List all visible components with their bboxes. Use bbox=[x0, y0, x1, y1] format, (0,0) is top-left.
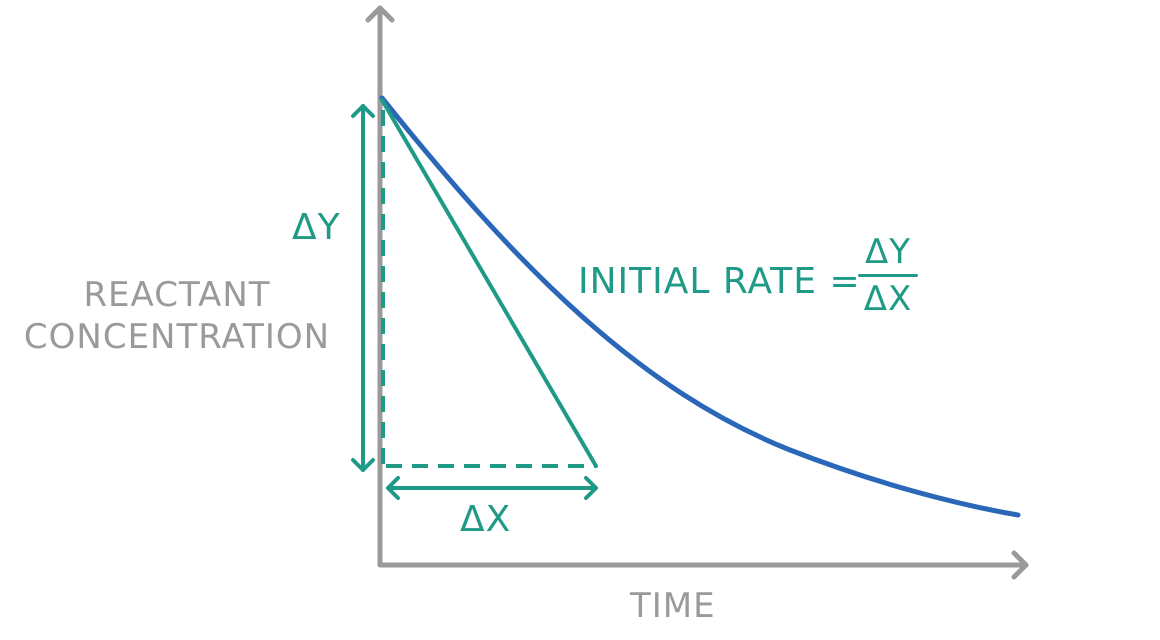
y-axis-label: REACTANT CONCENTRATION bbox=[12, 274, 342, 358]
delta-x-label: ΔX bbox=[460, 499, 512, 540]
initial-rate-text: INITIAL RATE = bbox=[578, 261, 861, 302]
delta-x-arrow-right-head-icon bbox=[584, 476, 598, 500]
y-axis-label-line2: CONCENTRATION bbox=[23, 317, 331, 357]
rate-denominator: ΔX bbox=[863, 279, 913, 319]
tangent-line bbox=[380, 98, 598, 468]
y-axis-label-line1: REACTANT bbox=[83, 275, 271, 315]
concentration-curve bbox=[379, 95, 1021, 518]
delta-x-arrow-left-head-icon bbox=[386, 476, 400, 500]
rate-numerator: ΔY bbox=[864, 232, 912, 272]
delta-y-label: ΔY bbox=[292, 207, 341, 248]
x-axis-arrow-head-icon bbox=[1011, 550, 1029, 580]
rate-fraction: ΔY ΔX bbox=[856, 232, 920, 319]
x-axis-label: TIME bbox=[630, 586, 716, 626]
delta-y-arrow-bottom-head-icon bbox=[351, 458, 375, 472]
y-axis-arrow-head-icon bbox=[365, 5, 395, 23]
fraction-bar bbox=[858, 274, 918, 277]
delta-y-arrow-top-head-icon bbox=[351, 104, 375, 118]
